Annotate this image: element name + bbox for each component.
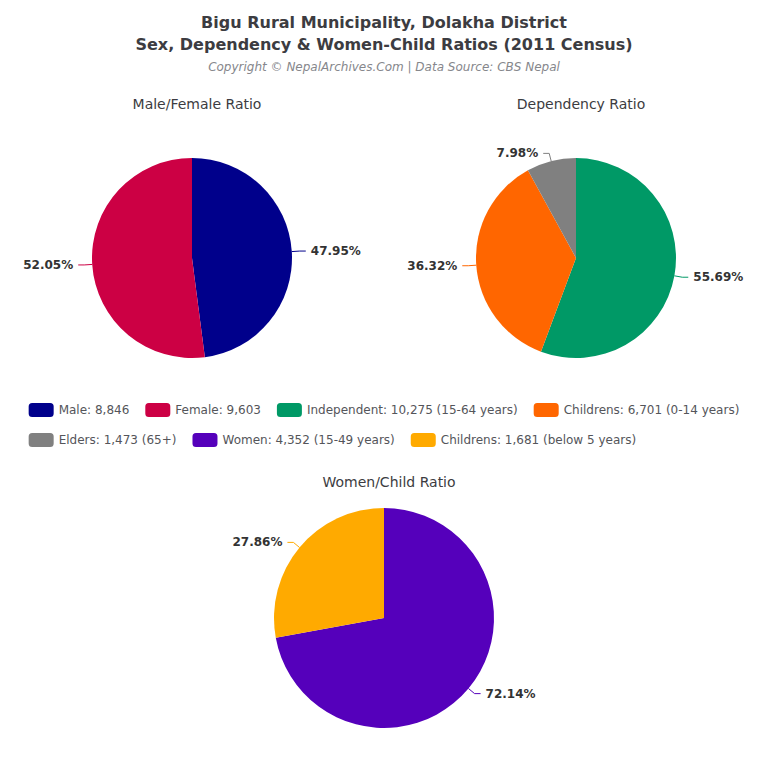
svg-text:Sex, Dependency & Women-Child: Sex, Dependency & Women-Child Ratios (20…	[135, 35, 632, 54]
svg-text:47.95%: 47.95%	[311, 244, 361, 258]
svg-text:52.05%: 52.05%	[23, 258, 73, 272]
svg-text:Male: 8,846: Male: 8,846	[59, 403, 130, 417]
svg-text:Female: 9,603: Female: 9,603	[175, 403, 261, 417]
svg-text:Women/Child Ratio: Women/Child Ratio	[322, 474, 455, 490]
svg-text:Elders: 1,473 (65+): Elders: 1,473 (65+)	[59, 433, 177, 447]
svg-text:Bigu Rural Municipality, Dolak: Bigu Rural Municipality, Dolakha Distric…	[201, 13, 567, 32]
svg-text:Childrens: 1,681 (below 5 year: Childrens: 1,681 (below 5 years)	[441, 433, 636, 447]
svg-text:55.69%: 55.69%	[693, 270, 743, 284]
svg-text:Independent: 10,275 (15-64 yea: Independent: 10,275 (15-64 years)	[307, 403, 518, 417]
svg-text:Women: 4,352 (15-49 years): Women: 4,352 (15-49 years)	[222, 433, 394, 447]
svg-text:Copyright © NepalArchives.Com: Copyright © NepalArchives.Com | Data Sou…	[208, 60, 560, 74]
svg-text:Childrens: 6,701 (0-14 years): Childrens: 6,701 (0-14 years)	[564, 403, 740, 417]
svg-text:27.86%: 27.86%	[232, 535, 282, 549]
svg-text:72.14%: 72.14%	[486, 687, 536, 701]
svg-text:7.98%: 7.98%	[497, 146, 539, 160]
svg-text:Male/Female Ratio: Male/Female Ratio	[133, 96, 262, 112]
svg-text:36.32%: 36.32%	[407, 259, 457, 273]
svg-text:Dependency Ratio: Dependency Ratio	[517, 96, 646, 112]
